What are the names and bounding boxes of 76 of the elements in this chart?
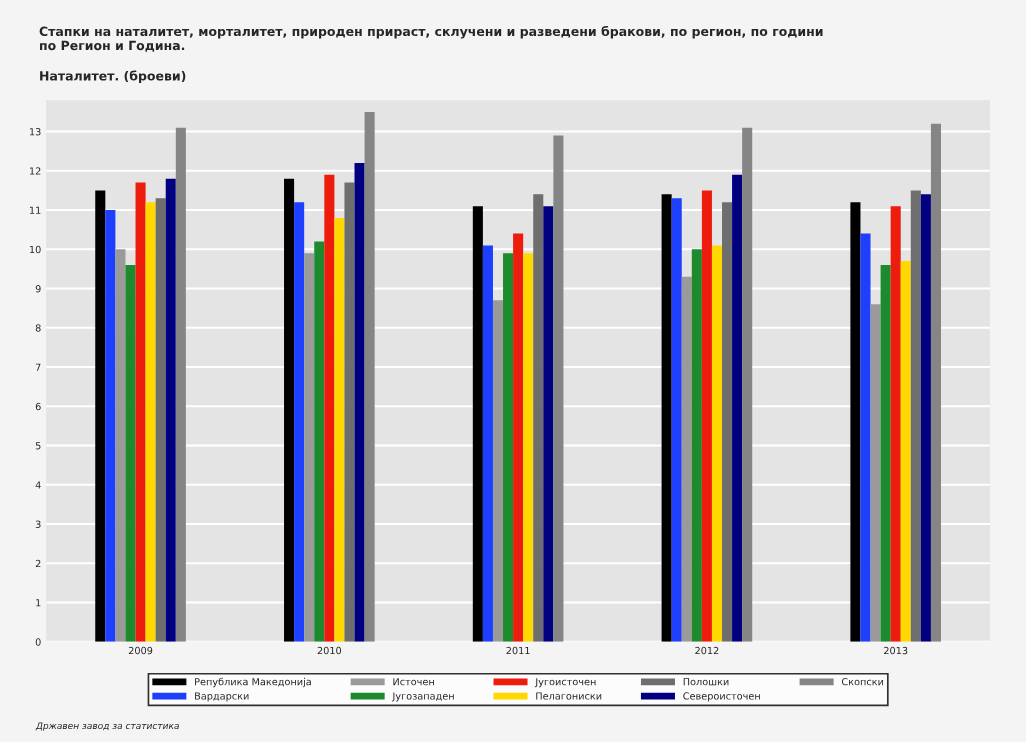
bar: [543, 206, 554, 642]
bar: [671, 198, 682, 642]
bar: [115, 249, 126, 642]
bar: [135, 182, 146, 642]
y-tick-label: 6: [35, 402, 41, 411]
chart-title: Стапки на наталитет, морталитет, природен прираст, склучени и разведени бракови, по регион, по години по Регион и Година.: [39, 25, 823, 52]
bar: [472, 206, 483, 642]
bar: [681, 276, 692, 642]
text: Државен завод за статистика: [35, 722, 179, 731]
y-tick-label: 7: [35, 363, 41, 371]
bar: [165, 178, 176, 642]
legend-label: Република Македонија: [195, 677, 311, 688]
legend-label: Скопски: [841, 678, 884, 686]
y-tick-label: 13: [30, 128, 41, 136]
bar: [880, 265, 891, 642]
bar: [344, 182, 355, 642]
chart-subtitle: Наталитет. (броеви): [40, 70, 186, 83]
legend-label: Североисточен: [683, 692, 760, 702]
bar: [701, 190, 712, 642]
y-tick-label: 5: [35, 442, 41, 450]
bar: [503, 253, 514, 642]
bar: [890, 206, 901, 642]
bar: [732, 174, 743, 642]
bar: [691, 249, 702, 642]
x-tick-label: 2013: [884, 646, 908, 655]
bar: [314, 241, 325, 642]
bar: [722, 202, 733, 642]
bar: [533, 194, 544, 642]
legend-label: Полошки: [683, 678, 729, 686]
x-tick-label: 2012: [695, 646, 719, 655]
bar: [920, 194, 931, 642]
bar: [284, 178, 295, 642]
x-tick-label: 2009: [128, 646, 153, 655]
legend-label: Источен: [393, 678, 434, 686]
x-tick-label: 2011: [506, 646, 530, 655]
bar: [324, 174, 335, 642]
bar: [482, 245, 493, 642]
bar: [95, 190, 106, 642]
bar: [661, 194, 672, 642]
bar: [125, 265, 136, 642]
bar: [364, 111, 375, 642]
bar: [930, 123, 942, 642]
legend-label: Вардарски: [195, 692, 249, 702]
bar: [304, 253, 315, 642]
bar: [155, 198, 166, 642]
y-tick-label: 0: [35, 638, 41, 646]
bar: [294, 202, 305, 642]
bar: [900, 261, 911, 642]
bar: [513, 233, 524, 642]
y-tick-label: 11: [30, 206, 41, 214]
y-tick-label: 12: [30, 167, 41, 175]
bar: [910, 190, 921, 642]
bar: [523, 253, 534, 642]
y-tick-label: 1: [36, 599, 41, 607]
bar: [175, 127, 186, 642]
bar: [850, 202, 861, 642]
legend-label: Пелагониски: [536, 692, 602, 700]
bar: [860, 233, 871, 642]
bar: [870, 304, 881, 642]
bar: [711, 245, 723, 642]
bar: [492, 300, 504, 642]
legend-label: Југоисточен: [534, 678, 596, 688]
bar: [334, 217, 345, 642]
legend-label: Југозападен: [391, 692, 454, 702]
y-tick-label: 3: [35, 520, 41, 528]
y-tick-label: 4: [35, 481, 41, 489]
bar: [145, 202, 156, 642]
bar: [553, 135, 564, 642]
y-tick-label: 8: [35, 324, 41, 332]
y-tick-label: 9: [35, 285, 41, 293]
y-tick-label: 10: [30, 245, 41, 254]
y-tick-label: 2: [35, 559, 41, 568]
x-tick-label: 2010: [317, 646, 342, 655]
bar: [354, 162, 365, 642]
bar: [105, 210, 116, 642]
bar: [742, 127, 753, 642]
